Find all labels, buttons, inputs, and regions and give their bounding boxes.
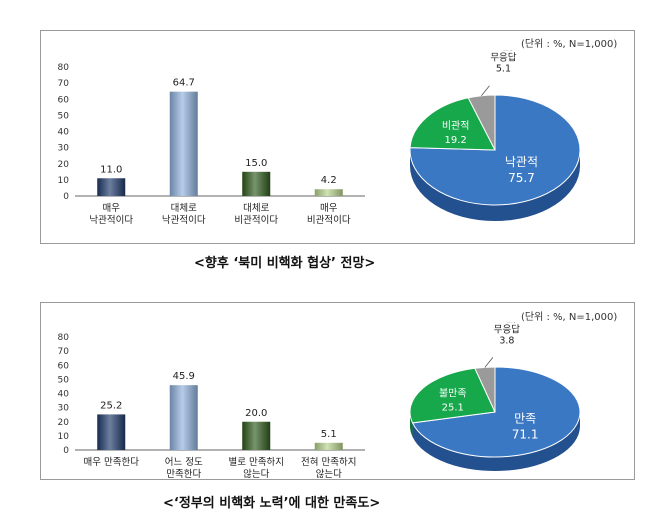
x-tick-label: 매우 만족한다 [84, 457, 140, 468]
x-tick-label: 낙관적이다 [89, 214, 133, 226]
y-tick-label: 80 [58, 333, 70, 343]
data-label: 15.0 [245, 158, 267, 169]
bar [97, 414, 126, 450]
y-tick-label: 70 [58, 347, 70, 357]
bar [169, 91, 198, 196]
pie-slice [474, 366, 496, 413]
pie-value-label: 71.1 [512, 427, 539, 441]
unit-note: (단위 : %, N=1,000) [521, 312, 618, 323]
pie-label: 무응답 [494, 323, 520, 335]
y-tick-label: 50 [58, 375, 70, 385]
x-tick-label: 대체로 [171, 203, 197, 214]
pie-label: 모름/ [493, 50, 514, 53]
y-tick-label: 60 [58, 95, 70, 105]
y-tick-label: 30 [58, 404, 70, 414]
pie-label: 비관적 [442, 120, 470, 132]
bar [314, 442, 343, 450]
leader-line [481, 85, 490, 96]
pie-label: 모름/ [497, 322, 518, 324]
bar [169, 385, 198, 450]
y-tick-label: 70 [58, 79, 70, 89]
pie-slice [409, 367, 496, 424]
pie-label: 불만족 [439, 388, 467, 400]
y-tick-label: 40 [58, 128, 70, 138]
pie-slice [411, 366, 581, 458]
y-tick-label: 0 [63, 192, 69, 202]
pie-value-label: 3.8 [499, 335, 514, 346]
x-tick-label: 않는다 [316, 469, 342, 480]
bar [314, 189, 343, 196]
data-label: 45.9 [173, 371, 195, 382]
pie-label: 무응답 [490, 52, 516, 64]
bar-chart-outlook: 0102030405060708011.0매우낙관적이다64.7대체로낙관적이다… [58, 63, 365, 226]
pie-value-label: 25.1 [442, 403, 464, 414]
y-tick-label: 50 [58, 111, 70, 121]
pie-slice-side [410, 150, 580, 221]
y-tick-label: 30 [58, 144, 70, 154]
y-tick-label: 20 [58, 160, 70, 170]
chart-caption: <향후 ‘북미 비핵화 협상’ 전망> [194, 256, 376, 271]
y-tick-label: 80 [58, 63, 70, 73]
chart-caption: <‘정부의 비핵화 노력’에 대한 만족도> [163, 496, 381, 511]
bar [242, 421, 271, 450]
y-tick-label: 20 [58, 418, 70, 428]
pie-label: 만족 [514, 411, 536, 425]
x-tick-label: 어느 정도 [165, 457, 203, 468]
unit-note: (단위 : %, N=1,000) [521, 39, 618, 50]
y-tick-label: 40 [58, 390, 70, 400]
x-tick-label: 않는다 [243, 469, 269, 480]
x-tick-label: 매우 [103, 203, 121, 214]
data-label: 20.0 [245, 408, 267, 419]
pie-value-label: 19.2 [445, 135, 467, 146]
data-label: 5.1 [321, 429, 337, 440]
data-label: 11.0 [100, 164, 122, 175]
pie-value-label: 5.1 [496, 64, 511, 75]
pie-slice-side [412, 412, 580, 471]
x-tick-label: 비관적이다 [307, 214, 351, 226]
bar [97, 178, 126, 196]
leader-line [484, 357, 494, 368]
pie-slice [409, 97, 496, 151]
bar-chart-satisfaction: 0 10 20 30 40 50 60 70 80 25.2 매우 만족한다 45.9 어느 정도만족한… [58, 333, 365, 480]
data-label: 64.7 [173, 78, 195, 89]
data-label: 4.2 [321, 175, 337, 186]
y-tick-label: 10 [58, 176, 70, 186]
pie-label: 낙관적 [505, 155, 538, 169]
x-tick-label: 전혀 만족하지 [301, 456, 356, 468]
x-tick-label: 별로 만족하지 [229, 456, 284, 468]
x-tick-label: 비관적이다 [234, 214, 278, 226]
x-tick-label: 만족한다 [166, 469, 201, 480]
bar [242, 171, 271, 196]
x-tick-label: 매우 [320, 203, 338, 214]
pie-slice [467, 94, 496, 151]
y-tick-label: 0 [63, 446, 69, 456]
x-tick-label: 낙관적이다 [162, 214, 206, 226]
x-tick-label: 대체로 [243, 203, 269, 214]
y-tick-label: 60 [58, 361, 70, 371]
data-label: 25.2 [100, 400, 122, 411]
y-tick-label: 10 [58, 432, 70, 442]
pie-value-label: 75.7 [508, 171, 535, 185]
